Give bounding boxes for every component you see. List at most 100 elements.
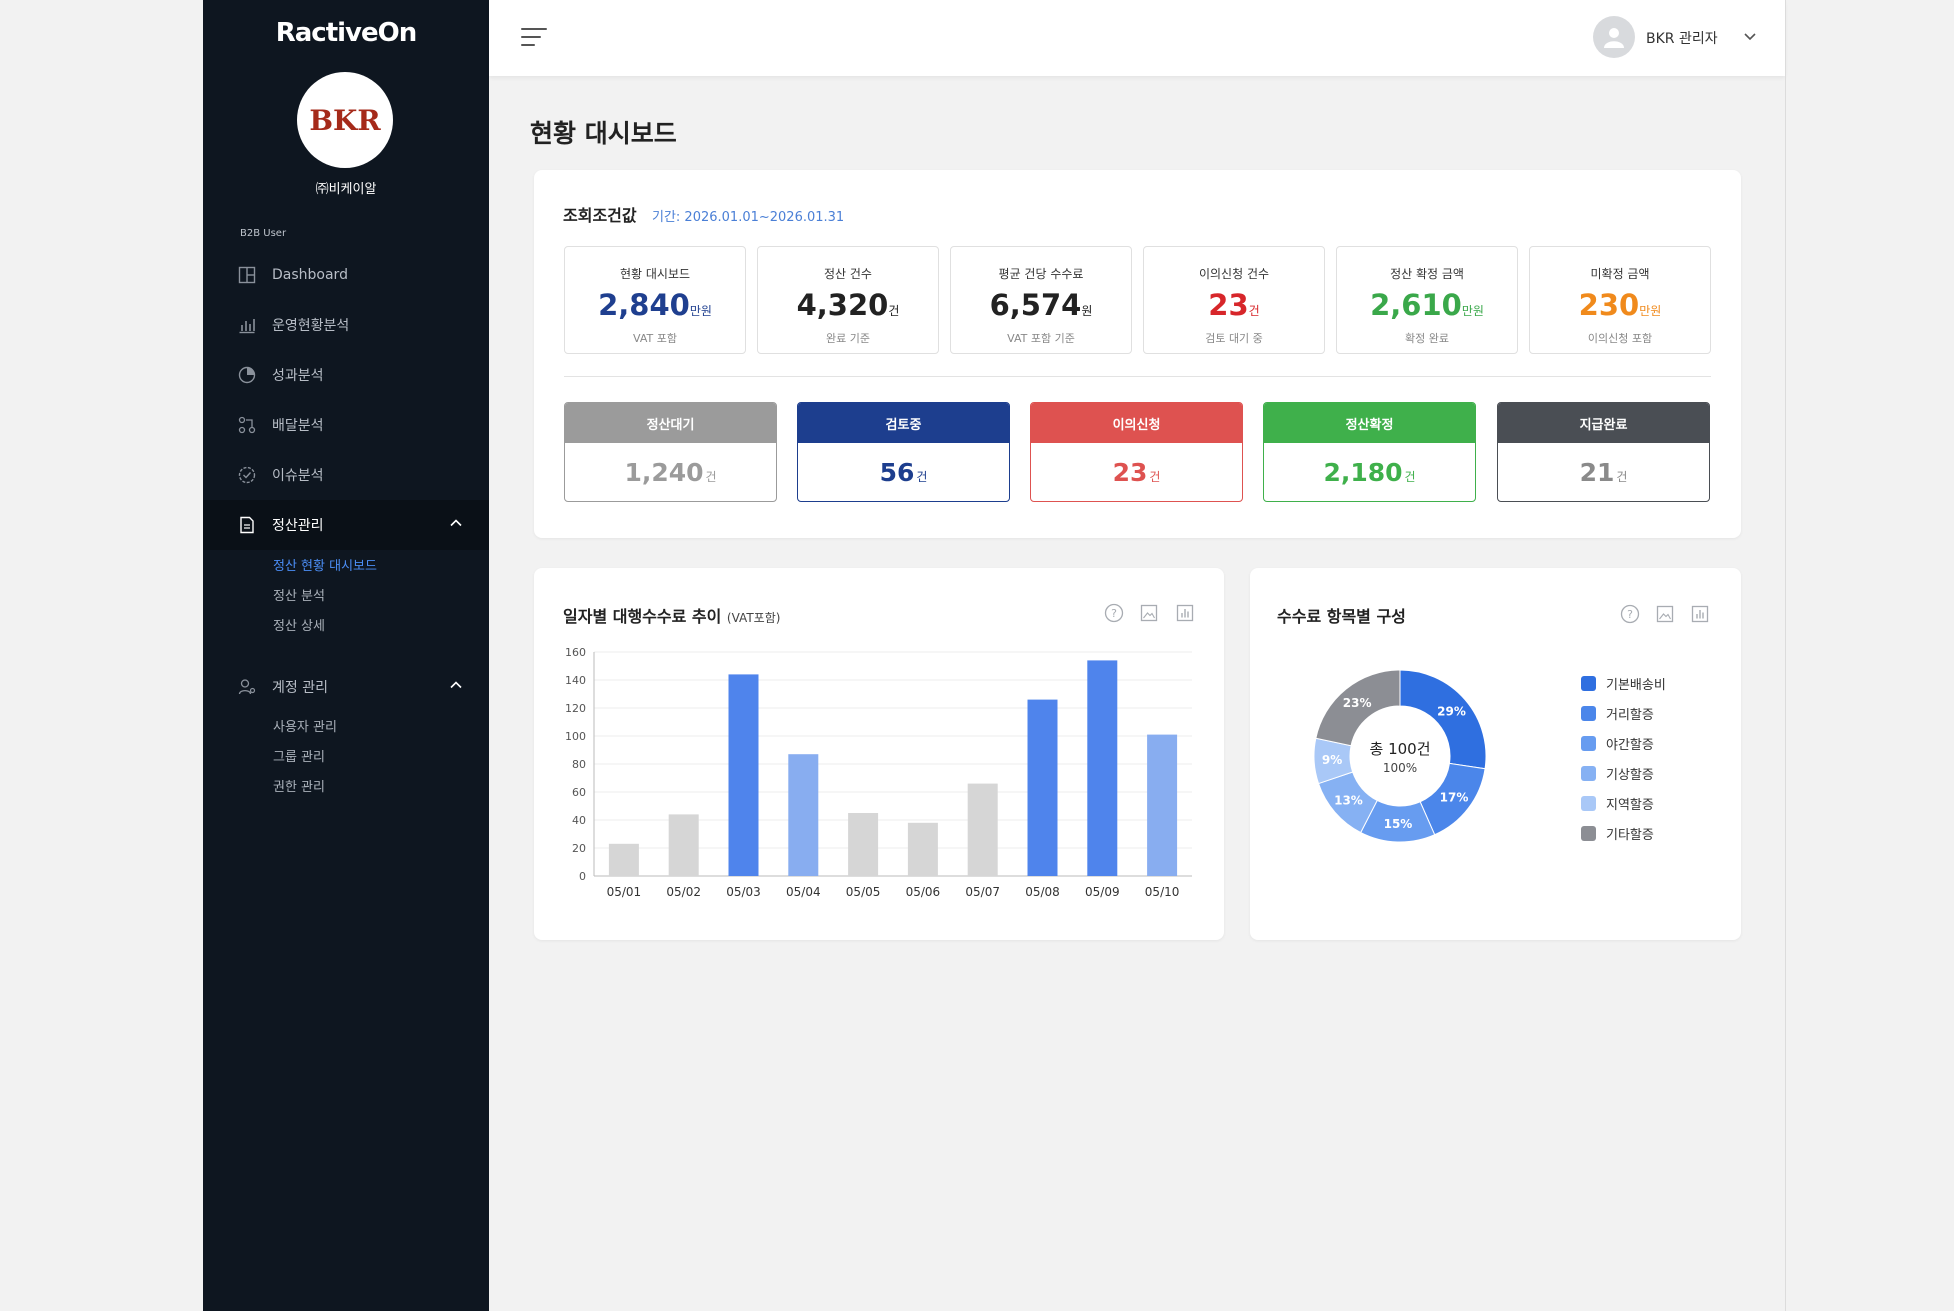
x-tick-label: 05/05: [846, 885, 881, 899]
bar[interactable]: [728, 674, 759, 876]
kpi-subtext: 이의신청 포함: [1587, 332, 1653, 345]
status-box[interactable]: 이의신청 23 건: [1030, 402, 1243, 502]
bar[interactable]: [907, 822, 938, 876]
y-tick-label: 120: [565, 702, 586, 715]
chart-view-icon[interactable]: [1175, 603, 1195, 623]
legend-item[interactable]: 기본배송비: [1581, 668, 1666, 698]
y-tick-label: 80: [572, 758, 586, 771]
sidebar-item-label: 운영현황분석: [272, 318, 350, 334]
status-box[interactable]: 정산확정 2,180 건: [1263, 402, 1476, 502]
chevron-down-icon[interactable]: [1742, 28, 1758, 48]
y-tick-label: 100: [565, 730, 586, 743]
sidebar-item-operations[interactable]: 운영현황분석: [203, 300, 489, 350]
sidebar: RactiveOn BKR ㈜비케이알 B2B User Dashboard 운…: [203, 0, 489, 1311]
kpi-subtext: VAT 포함: [633, 332, 677, 345]
legend-swatch: [1581, 675, 1596, 691]
sub-item-user-management[interactable]: 사용자 관리: [273, 720, 337, 735]
kpi-number: 4,320: [796, 288, 889, 322]
sidebar-item-label: 배달분석: [272, 418, 324, 434]
bar[interactable]: [788, 754, 819, 876]
sidebar-item-delivery[interactable]: 배달분석: [203, 400, 489, 450]
bar[interactable]: [967, 783, 998, 876]
sub-item-settlement-dashboard[interactable]: 정산 현황 대시보드: [273, 559, 377, 574]
kpi-label: 정산 확정 금액: [1390, 267, 1464, 281]
sidebar-item-performance[interactable]: 성과분석: [203, 350, 489, 400]
status-box[interactable]: 검토중 56 건: [797, 402, 1010, 502]
sidebar-item-account[interactable]: 계정 관리: [203, 662, 489, 712]
bar[interactable]: [1087, 660, 1118, 876]
bar-chart-title-text: 일자별 대행수수료 추이: [563, 607, 722, 626]
kpi-label: 미확정 금액: [1590, 267, 1650, 281]
sub-item-settlement-analysis[interactable]: 정산 분석: [273, 589, 325, 604]
status-unit: 건: [1404, 469, 1416, 484]
pie-chart-title: 수수료 항목별 구성: [1277, 607, 1406, 626]
kpi-subtext: VAT 포함 기준: [1007, 332, 1075, 345]
page-edge-divider: [1785, 0, 1786, 1311]
image-download-icon[interactable]: [1139, 603, 1159, 623]
status-label: 정산확정: [1264, 403, 1475, 443]
user-name[interactable]: BKR 관리자: [1646, 31, 1718, 47]
chevron-up-icon[interactable]: [449, 516, 463, 534]
bar[interactable]: [1147, 734, 1178, 876]
chart-view-icon[interactable]: [1690, 604, 1710, 624]
kpi-value: 2,610만원: [1337, 288, 1517, 328]
bar[interactable]: [848, 813, 879, 876]
legend-item[interactable]: 거리할증: [1581, 698, 1666, 728]
x-tick-label: 05/09: [1085, 885, 1120, 899]
status-value: 56 건: [798, 443, 1009, 501]
sidebar-item-dashboard[interactable]: Dashboard: [203, 250, 489, 300]
legend-item[interactable]: 기타할증: [1581, 818, 1666, 848]
x-tick-label: 05/03: [726, 885, 761, 899]
status-value: 2,180 건: [1264, 443, 1475, 501]
status-number: 21: [1579, 457, 1615, 487]
bar[interactable]: [608, 843, 639, 876]
x-tick-label: 05/10: [1145, 885, 1180, 899]
kpi-value: 23건: [1144, 288, 1324, 328]
status-number: 2,180: [1323, 457, 1403, 487]
slice-label: 15%: [1384, 817, 1413, 831]
sidebar-item-settlement[interactable]: 정산관리: [203, 500, 489, 550]
kpi-number: 230: [1578, 288, 1640, 322]
status-box[interactable]: 정산대기 1,240 건: [564, 402, 777, 502]
donut-slice[interactable]: [1399, 669, 1487, 770]
sub-item-group-management[interactable]: 그룹 관리: [273, 750, 325, 765]
svg-text:?: ?: [1111, 607, 1117, 620]
kpi-label: 이의신청 건수: [1198, 267, 1270, 281]
x-tick-label: 05/08: [1025, 885, 1060, 899]
bar[interactable]: [668, 814, 699, 876]
kpi-number: 6,574: [989, 288, 1082, 322]
help-icon[interactable]: ?: [1620, 604, 1640, 624]
help-icon[interactable]: ?: [1104, 603, 1124, 623]
bar[interactable]: [1027, 699, 1058, 876]
filter-period[interactable]: 기간: 2026.01.01~2026.01.31: [652, 210, 845, 225]
donut-center-sub: 100%: [1383, 761, 1417, 775]
image-download-icon[interactable]: [1655, 604, 1675, 624]
user-avatar[interactable]: [1593, 16, 1635, 58]
x-tick-label: 05/02: [666, 885, 701, 899]
brand-logo[interactable]: RactiveOn: [275, 18, 418, 48]
slice-label: 17%: [1440, 790, 1469, 804]
bar-chart-icon: [236, 314, 258, 336]
status-unit: 건: [916, 469, 928, 484]
kpi-card: 평균 건당 수수료 6,574원 VAT 포함 기준: [950, 246, 1132, 354]
sidebar-item-issues[interactable]: 이슈분석: [203, 450, 489, 500]
donut-slice[interactable]: [1315, 669, 1401, 747]
section-divider: [564, 376, 1711, 377]
sub-item-settlement-detail[interactable]: 정산 상세: [273, 619, 325, 634]
status-box[interactable]: 지급완료 21 건: [1497, 402, 1710, 502]
kpi-subtext: 검토 대기 중: [1205, 332, 1263, 345]
legend-item[interactable]: 지역할증: [1581, 788, 1666, 818]
legend-swatch: [1581, 765, 1596, 781]
sidebar-item-label: 이슈분석: [272, 468, 324, 484]
menu-icon[interactable]: [521, 28, 547, 50]
chevron-up-icon[interactable]: [449, 678, 463, 696]
sub-item-permission-management[interactable]: 권한 관리: [273, 780, 325, 795]
legend-item[interactable]: 야간할증: [1581, 728, 1666, 758]
status-value: 1,240 건: [565, 443, 776, 501]
status-unit: 건: [705, 469, 717, 484]
org-avatar-text: BKR: [309, 103, 381, 137]
kpi-label: 현황 대시보드: [619, 267, 691, 281]
slice-label: 13%: [1334, 793, 1363, 807]
legend-item[interactable]: 기상할증: [1581, 758, 1666, 788]
pie-legend: 기본배송비 거리할증 야간할증 기상할증 지역할증 기타할증: [1581, 668, 1666, 848]
